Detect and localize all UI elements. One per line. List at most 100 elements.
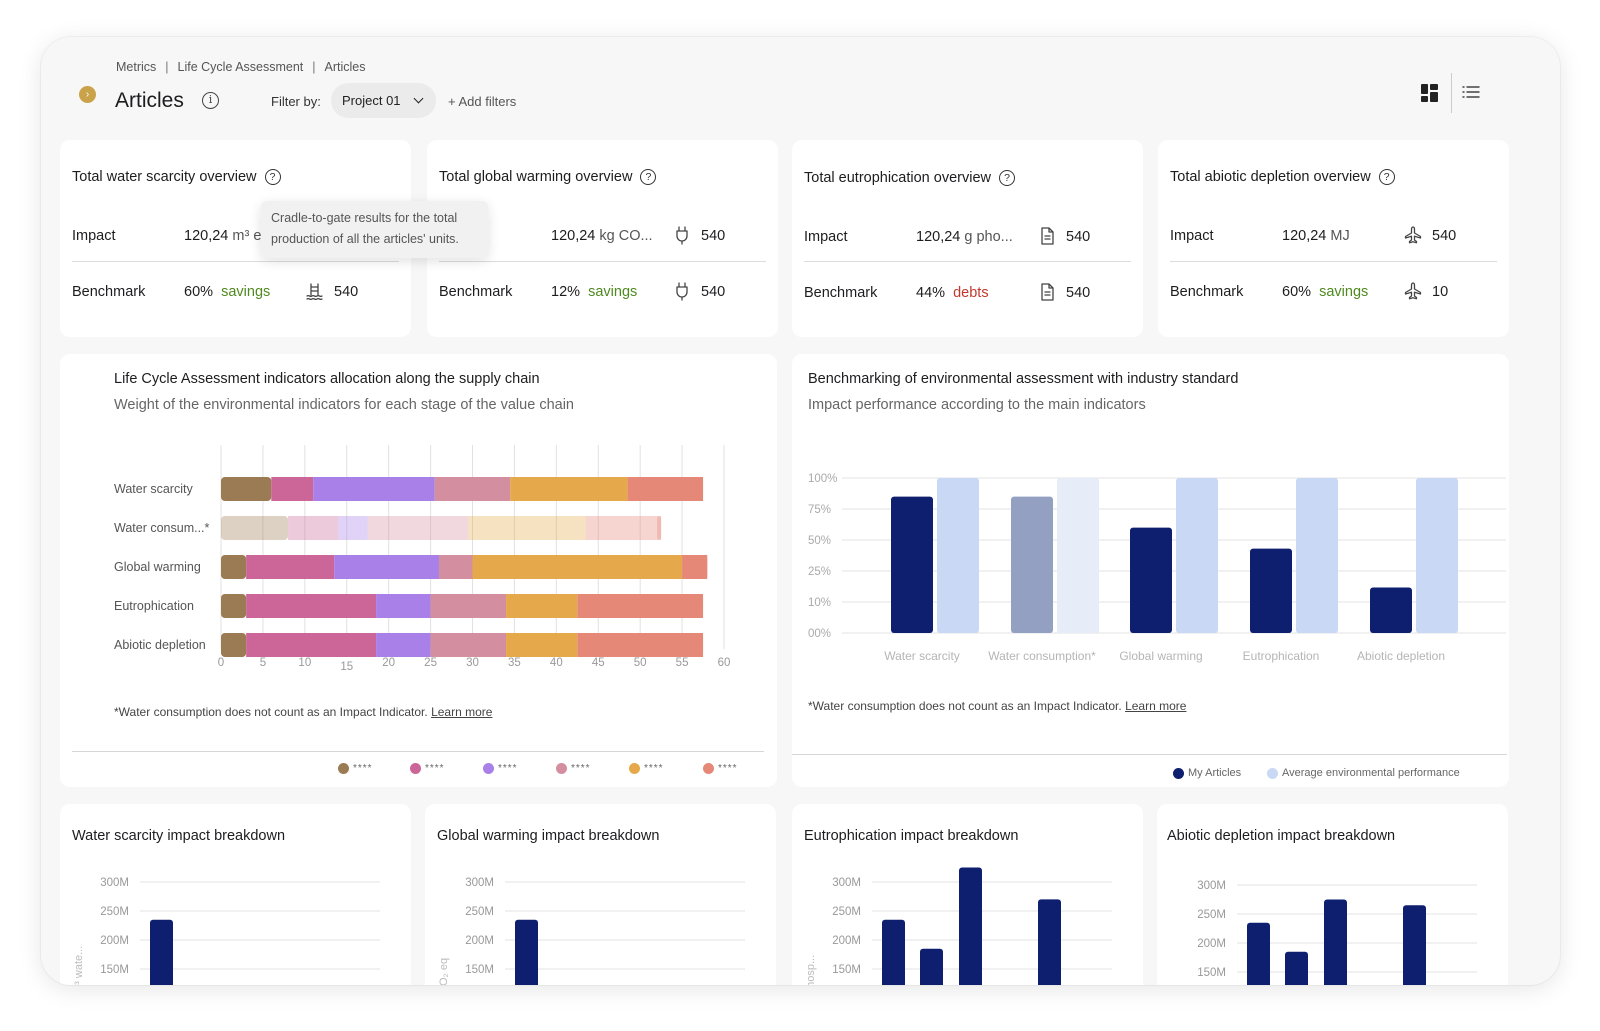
breadcrumb-lca[interactable]: Life Cycle Assessment bbox=[177, 60, 304, 74]
project-filter-dropdown[interactable]: Project 01 bbox=[331, 83, 436, 118]
breakdown-bar[interactable] bbox=[1038, 899, 1061, 985]
legend-dot bbox=[629, 763, 640, 774]
y-tick-label: 150M bbox=[1197, 967, 1226, 979]
stacked-bar-segment[interactable] bbox=[246, 633, 377, 657]
list-view-icon[interactable] bbox=[1462, 84, 1480, 100]
kpi-benchmark-value: 60% savings bbox=[184, 284, 270, 300]
average-performance-bar[interactable] bbox=[1296, 478, 1338, 633]
kpi-divider bbox=[72, 261, 399, 262]
lca-learn-more-link[interactable]: Learn more bbox=[431, 705, 493, 719]
lca-legend-item: **** bbox=[338, 763, 373, 774]
breakdown-bar[interactable] bbox=[1403, 905, 1426, 985]
kpi-benchmark-label: Benchmark bbox=[72, 284, 146, 300]
stacked-bar-segment[interactable] bbox=[510, 477, 628, 501]
impact-number: 120,24 bbox=[1282, 228, 1327, 244]
x-tick-label: 25 bbox=[424, 657, 437, 669]
help-icon[interactable]: ? bbox=[1378, 169, 1395, 186]
stacked-bar-segment[interactable] bbox=[682, 555, 708, 579]
add-filters-button[interactable]: + Add filters bbox=[448, 94, 517, 109]
stacked-bar-segment[interactable] bbox=[585, 516, 662, 540]
my-articles-bar[interactable] bbox=[891, 496, 933, 633]
stacked-bar-segment[interactable] bbox=[577, 594, 704, 618]
my-articles-bar[interactable] bbox=[1370, 587, 1412, 633]
breakdown-bar[interactable] bbox=[1324, 899, 1347, 986]
y-tick-label: 00% bbox=[808, 628, 831, 640]
stacked-bar-segment[interactable] bbox=[246, 594, 377, 618]
stacked-bar-segment[interactable] bbox=[271, 477, 314, 501]
stacked-bar-segment[interactable] bbox=[438, 555, 473, 579]
stacked-bar-segment[interactable] bbox=[313, 477, 435, 501]
breakdown-card: Eutrophication impact breakdown 300M 250M 2… bbox=[792, 804, 1143, 985]
stacked-bar-segment[interactable] bbox=[338, 516, 368, 540]
help-icon[interactable]: ? bbox=[264, 169, 281, 186]
grid-view-icon[interactable] bbox=[1421, 84, 1439, 102]
benchmark-footnote: *Water consumption does not count as an … bbox=[808, 699, 1186, 713]
legend-dot bbox=[703, 763, 714, 774]
y-tick-label: 200M bbox=[1197, 938, 1226, 950]
tooltip-line-2: production of all the articles' units. bbox=[271, 232, 459, 246]
kpi-benchmark-value: 44% debts bbox=[916, 285, 989, 301]
legend-average-performance: Average environmental performance bbox=[1267, 767, 1460, 779]
breakdown-bar-chart: 300M 250M 200M 150M CO₂ eq bbox=[438, 877, 745, 985]
stacked-bar-segment[interactable] bbox=[430, 633, 507, 657]
legend-dot bbox=[556, 763, 567, 774]
help-icon[interactable]: ? bbox=[640, 169, 657, 186]
stacked-bar-segment[interactable] bbox=[221, 633, 247, 657]
breakdown-bar[interactable] bbox=[1285, 951, 1308, 985]
stacked-bar-segment[interactable] bbox=[472, 555, 683, 579]
average-performance-bar[interactable] bbox=[1176, 478, 1218, 633]
stacked-bar-segment[interactable] bbox=[221, 555, 247, 579]
stacked-bar-segment[interactable] bbox=[577, 633, 704, 657]
average-performance-bar[interactable] bbox=[1416, 478, 1458, 633]
stacked-bar-segment[interactable] bbox=[506, 594, 578, 618]
average-performance-bar[interactable] bbox=[937, 478, 979, 633]
stacked-bar-segment[interactable] bbox=[221, 477, 272, 501]
kpi-benchmark-value: 60% savings bbox=[1282, 284, 1368, 300]
info-icon[interactable]: i bbox=[202, 92, 219, 109]
stacked-bar-segment[interactable] bbox=[376, 633, 431, 657]
kpi-impact-label: Impact bbox=[72, 228, 116, 244]
breakdown-title: Eutrophication impact breakdown bbox=[804, 828, 1019, 844]
breakdown-bar[interactable] bbox=[1247, 922, 1270, 985]
impact-unit: MJ bbox=[1330, 228, 1350, 244]
stacked-bar-segment[interactable] bbox=[430, 594, 507, 618]
my-articles-bar[interactable] bbox=[1130, 527, 1172, 633]
breakdown-bar[interactable] bbox=[882, 919, 905, 985]
my-articles-bar[interactable] bbox=[1250, 548, 1292, 633]
benchmark-kind: savings bbox=[1319, 284, 1369, 300]
benchmark-learn-more-link[interactable]: Learn more bbox=[1125, 699, 1187, 713]
stacked-bar-segment[interactable] bbox=[246, 555, 335, 579]
breakdown-bar[interactable] bbox=[959, 867, 982, 986]
stacked-bar-segment[interactable] bbox=[221, 594, 247, 618]
breakdown-bar[interactable] bbox=[150, 919, 173, 985]
stacked-bar-segment[interactable] bbox=[468, 516, 586, 540]
stacked-bar-segment[interactable] bbox=[376, 594, 431, 618]
stacked-bar-segment[interactable] bbox=[367, 516, 469, 540]
my-articles-bar[interactable] bbox=[1011, 496, 1053, 633]
stacked-bar-segment[interactable] bbox=[334, 555, 439, 579]
breakdown-bar[interactable] bbox=[920, 948, 943, 985]
help-icon[interactable]: ? bbox=[999, 170, 1015, 187]
back-button[interactable]: › bbox=[79, 86, 96, 103]
stacked-bar-segment[interactable] bbox=[221, 516, 289, 540]
lca-chart-subtitle: Weight of the environmental indicators f… bbox=[114, 397, 574, 413]
breakdown-bar-chart: 300M 250M 200M 150M m³ wate... bbox=[73, 877, 380, 985]
stacked-bar-segment[interactable] bbox=[506, 633, 578, 657]
breakdown-bar[interactable] bbox=[515, 919, 538, 985]
benchmark-card: Benchmarking of environmental assessment… bbox=[792, 354, 1509, 787]
airplane-icon bbox=[1403, 225, 1423, 245]
kpi-impact-label: Impact bbox=[804, 229, 848, 245]
breadcrumb-articles[interactable]: Articles bbox=[324, 60, 366, 74]
stacked-bar-segment[interactable] bbox=[434, 477, 511, 501]
kpi-title: Total eutrophication overview? bbox=[804, 170, 1015, 187]
y-axis-label: m³ wate... bbox=[73, 946, 85, 985]
average-performance-bar[interactable] bbox=[1057, 478, 1099, 633]
benchmark-kind: savings bbox=[221, 284, 271, 300]
stacked-bar-segment[interactable] bbox=[288, 516, 339, 540]
stacked-bar-segment[interactable] bbox=[627, 477, 704, 501]
breakdown-title: Abiotic depletion impact breakdown bbox=[1167, 828, 1396, 844]
breadcrumb-metrics[interactable]: Metrics bbox=[116, 60, 157, 74]
x-tick-label: 5 bbox=[260, 657, 266, 669]
breakdown-card: Global warming impact breakdown 300M 250M 2… bbox=[425, 804, 776, 985]
legend-label: **** bbox=[718, 763, 738, 775]
